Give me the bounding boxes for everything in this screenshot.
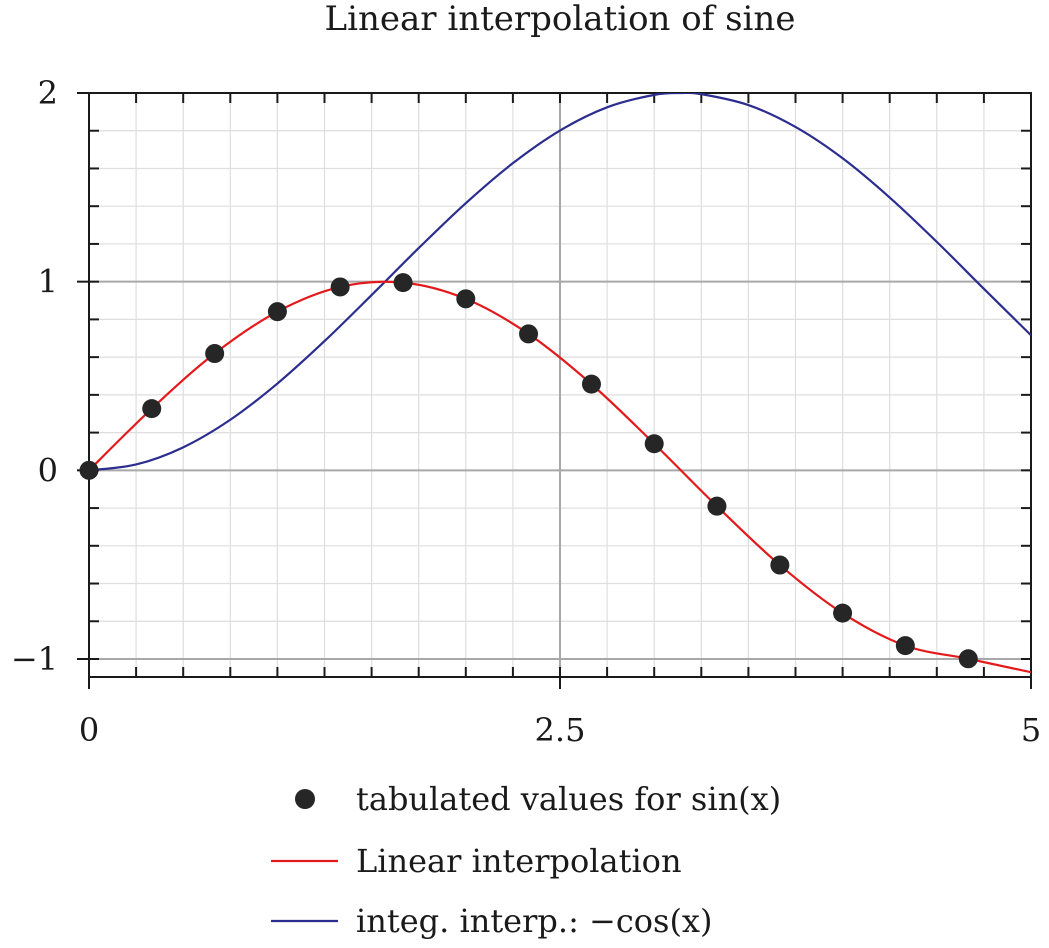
y-tick-label: −1 [11, 640, 58, 678]
data-point [456, 289, 476, 309]
legend-marker-dot [295, 789, 315, 809]
data-point [581, 374, 601, 394]
legend-label: Linear interpolation [356, 842, 682, 880]
y-tick-label: 1 [38, 263, 58, 301]
x-tick-label: 2.5 [535, 711, 586, 749]
legend-label: integ. interp.: −cos(x) [356, 902, 712, 940]
data-point [205, 344, 225, 364]
axis-ticks [77, 92, 1032, 689]
y-tick-label: 0 [38, 451, 58, 489]
series-line-linear-interpolation [89, 280, 1031, 674]
data-point [142, 399, 162, 419]
series-layer [79, 93, 1031, 674]
chart-title: Linear interpolation of sine [325, 0, 796, 39]
data-point [79, 460, 99, 480]
grid [88, 92, 1032, 677]
x-tick-label: 5 [1021, 711, 1041, 749]
data-point [895, 636, 915, 656]
series-line-neg-cos [89, 93, 1031, 472]
data-point [330, 277, 350, 297]
tick-labels: 0 2.5 5 −1 0 1 2 [11, 74, 1041, 749]
data-point [519, 324, 539, 344]
legend: tabulated values for sin(x) Linear interp… [271, 780, 781, 940]
data-point [393, 273, 413, 293]
data-point [770, 555, 790, 575]
legend-label: tabulated values for sin(x) [356, 780, 781, 818]
data-point [958, 649, 978, 669]
data-point [707, 496, 727, 516]
data-point [267, 302, 287, 322]
data-point [644, 434, 664, 454]
data-point [833, 603, 853, 623]
x-tick-label: 0 [79, 711, 99, 749]
plot-frame [88, 92, 1032, 678]
y-tick-label: 2 [38, 74, 58, 112]
